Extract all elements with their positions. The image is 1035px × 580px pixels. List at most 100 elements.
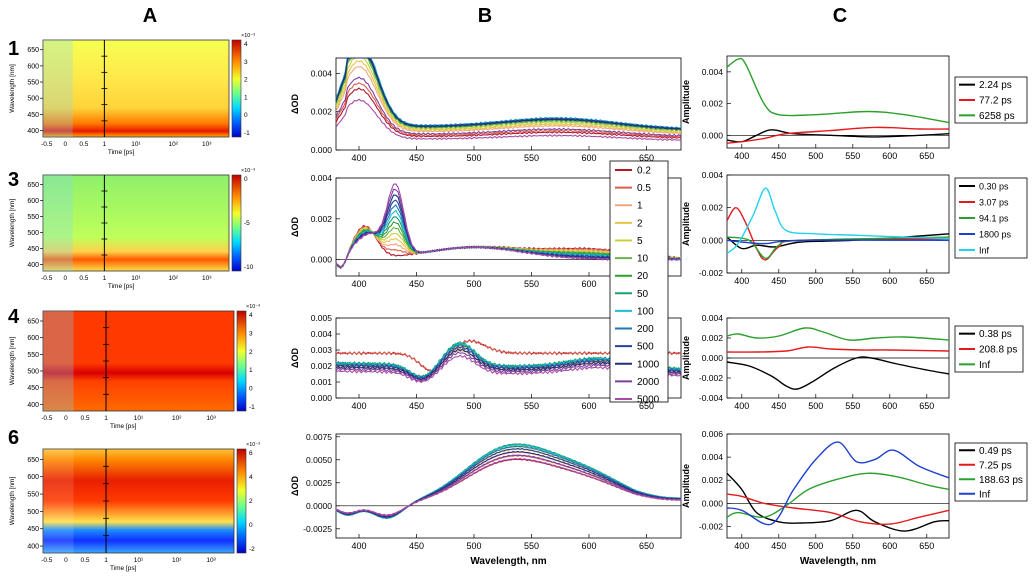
y-tick-label: 500 [27,369,39,376]
x-tick-label: 650 [919,151,934,161]
legend-label: 2 [637,218,643,229]
x-axis-label: Time [ps] [110,423,137,430]
x-tick-label: 10³ [206,415,216,422]
colorbar-tick-label: 0 [249,522,253,529]
legend-label: 188.63 ps [979,475,1023,486]
x-tick-label: 550 [524,153,539,163]
legend-1: 2.24 ps 77.2 ps 6258 ps [954,76,1028,124]
x-tick-label: 400 [351,401,366,411]
x-tick-label: 400 [351,153,366,163]
colorbar-exponent: ×10⁻³ [246,304,260,310]
trace-6-4 [335,445,682,519]
x-tick-label: 400 [351,541,366,551]
y-tick-label: 600 [27,63,39,70]
plot-frame [335,177,682,277]
amplitude-plot-6: -0.002 0.000 0.002 0.004 0.006 400 450 500 550 60… [681,429,950,567]
x-tick-label: 0 [64,557,68,564]
x-tick-label: 10¹ [131,141,141,148]
series-1-0 [726,129,950,143]
y-tick-label: 400 [27,128,39,135]
legend-box [609,160,669,403]
y-tick-label: 0.000 [702,130,724,140]
colorbar-tick-label: 3 [244,59,248,66]
panel-c-amplitudes: 0.000 0.002 0.004 400 450 500 550 600 650 Amplitu… [681,55,1028,567]
x-tick-label: 10² [172,415,182,422]
heatmap-area [42,310,235,412]
colorbar-tick-label: 1 [244,94,248,101]
y-tick-label: 0.002 [702,99,724,109]
y-tick-label: 400 [27,262,39,269]
x-tick-label: 450 [771,276,786,286]
y-tick-label: 650 [27,319,39,326]
trace-6-2 [335,451,682,518]
row-label-4: 4 [8,306,20,328]
series-6-1 [726,493,950,526]
x-tick-label: 600 [882,151,897,161]
legend-label: 77.2 ps [979,96,1012,107]
y-axis-label: Amplitude [681,464,691,508]
x-axis-label: Time [ps] [108,283,135,290]
legend-label: 0.30 ps [979,182,1009,192]
x-tick-label: 550 [845,541,860,551]
x-tick-label: 650 [919,541,934,551]
x-tick-label: 450 [771,541,786,551]
legend-label: 100 [637,306,654,317]
x-tick-label: 1 [103,275,107,282]
colorbar-tick-label: 6 [249,450,253,457]
y-axis-label: Amplitude [681,202,691,246]
x-tick-label: 500 [466,401,481,411]
series-3-3 [726,239,950,245]
x-tick-label: 550 [845,151,860,161]
legend-label: Inf [979,246,990,256]
series-4-0 [726,356,950,390]
colorbar-tick-label: -1 [249,404,255,411]
x-tick-label: 0.5 [80,557,89,564]
y-tick-label: 0.005 [311,313,333,323]
y-tick-label: 0.002 [311,214,333,224]
y-axis-label: ΔOD [290,348,300,368]
y-tick-label: 0.004 [311,173,333,183]
x-tick-label: 0.5 [79,275,88,282]
y-tick-label: 450 [27,385,39,392]
x-tick-label: 0.5 [79,141,88,148]
legend-label: 20 [637,271,649,282]
colorbar-tick-label: 4 [249,312,253,319]
legend-label: 6258 ps [979,111,1015,122]
x-tick-label: -0.5 [41,557,53,564]
y-tick-label: 0.004 [702,170,724,180]
y-axis-label: Wavelength [nm] [9,477,16,526]
colorbar-tick-label: 0 [244,176,248,183]
y-tick-label: 550 [27,214,39,221]
colorbar-tick-label: 4 [244,41,248,48]
legend-label: 2.24 ps [979,80,1012,91]
x-tick-label: 450 [409,279,424,289]
y-tick-label: 650 [27,182,39,189]
y-tick-label: 0.002 [702,475,724,485]
series-1-2 [726,57,950,124]
y-tick-label: 0.002 [311,107,333,117]
column-label-a: A [143,5,157,27]
colorbar-tick-label: 0 [249,386,253,393]
trace-1-11 [335,57,682,131]
y-tick-label: 0.002 [702,203,724,213]
y-tick-label: 0.0050 [306,455,332,465]
x-tick-label: 1 [103,141,107,148]
heatmap-6: 650 600 550 500 450 400-0.5 0 0.5 1 10¹ 10² 10³ Time… [9,442,260,572]
legend-label: 1800 ps [979,230,1012,240]
y-tick-label: 0.004 [311,68,333,78]
trace-1-12 [335,76,682,137]
x-tick-label: 600 [882,276,897,286]
x-tick-label: 600 [581,541,596,551]
y-tick-label: 600 [27,474,39,481]
y-axis-label: Wavelength [nm] [9,199,16,248]
y-tick-label: -0.002 [699,521,723,531]
x-tick-label: 450 [409,541,424,551]
plot-frame [726,174,950,274]
trace-6-11 [335,450,682,518]
y-tick-label: -0.002 [699,373,723,383]
legend-label: 0.5 [637,183,651,194]
x-tick-label: 600 [882,401,897,411]
x-tick-label: 400 [734,276,749,286]
colorbar-exponent: ×10⁻³ [241,168,255,174]
